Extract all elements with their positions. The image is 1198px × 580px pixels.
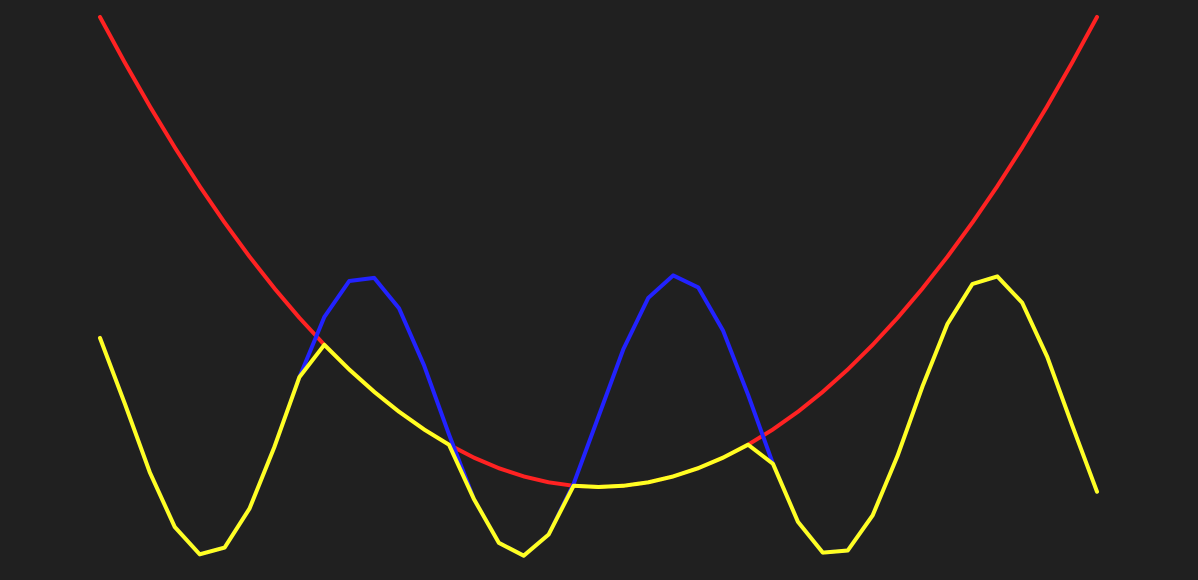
line-series [98,274,1099,558]
line-series [98,273,1099,558]
